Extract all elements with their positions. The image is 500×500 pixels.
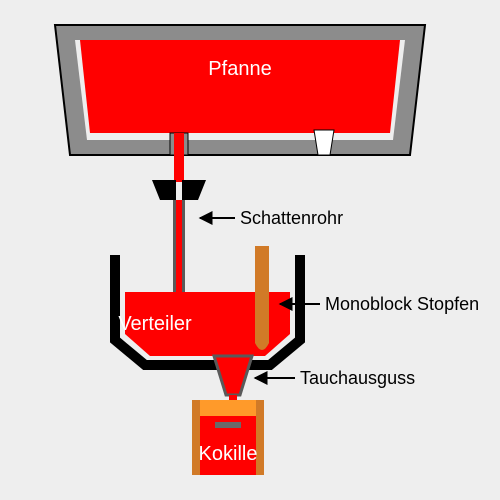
ladle-support-cone <box>314 130 334 155</box>
shroud-stream <box>176 200 182 300</box>
label-monoblock: Monoblock Stopfen <box>325 294 479 314</box>
ladle-melt <box>80 40 400 133</box>
label-kokille: Kokille <box>199 443 258 465</box>
mold-meniscus <box>200 400 256 416</box>
label-pfanne: Pfanne <box>208 58 271 80</box>
label-schattenrohr: Schattenrohr <box>240 208 343 228</box>
label-tauchausguss: Tauchausguss <box>300 368 415 388</box>
stopper-rod <box>255 246 269 343</box>
ladle-stream-upper <box>174 133 184 182</box>
mold-sen-outlet <box>215 422 241 428</box>
label-verteiler: Verteiler <box>118 313 192 335</box>
